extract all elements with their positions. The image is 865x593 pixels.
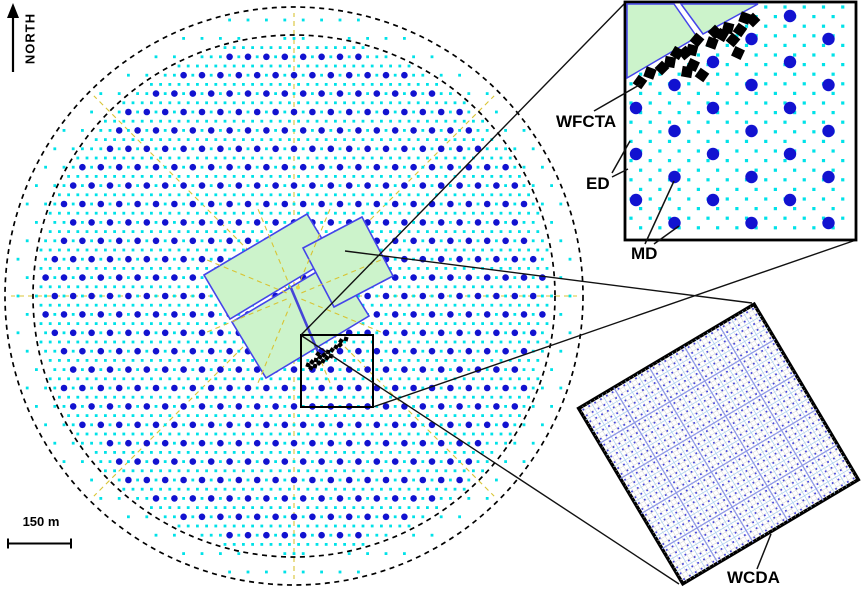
scale-bar [7, 538, 72, 549]
wcda-label: WCDA [727, 568, 780, 587]
inset-detector-content [626, 3, 845, 230]
wfcta-cluster [305, 336, 349, 371]
md-lattice [42, 53, 546, 539]
inset-wcda [576, 301, 861, 587]
label-pointer-lines [593, 83, 772, 570]
north-label: NORTH [22, 12, 38, 65]
md-label: MD [631, 244, 658, 263]
wcda-ponds [202, 212, 395, 380]
boundary-circles [4, 6, 584, 586]
outskirt-ed-ring [16, 18, 572, 574]
inset-connector-lines [300, 2, 857, 585]
zoom-box [300, 334, 374, 408]
wfcta-label: WFCTA [556, 112, 617, 131]
inset-detector-detail [623, 0, 858, 242]
wcda-pmt-dots [582, 307, 855, 581]
north-arrow [7, 3, 19, 72]
scale-bar-label: 150 m [22, 514, 60, 529]
ed-label: ED [586, 174, 610, 193]
center-marker [289, 285, 323, 360]
